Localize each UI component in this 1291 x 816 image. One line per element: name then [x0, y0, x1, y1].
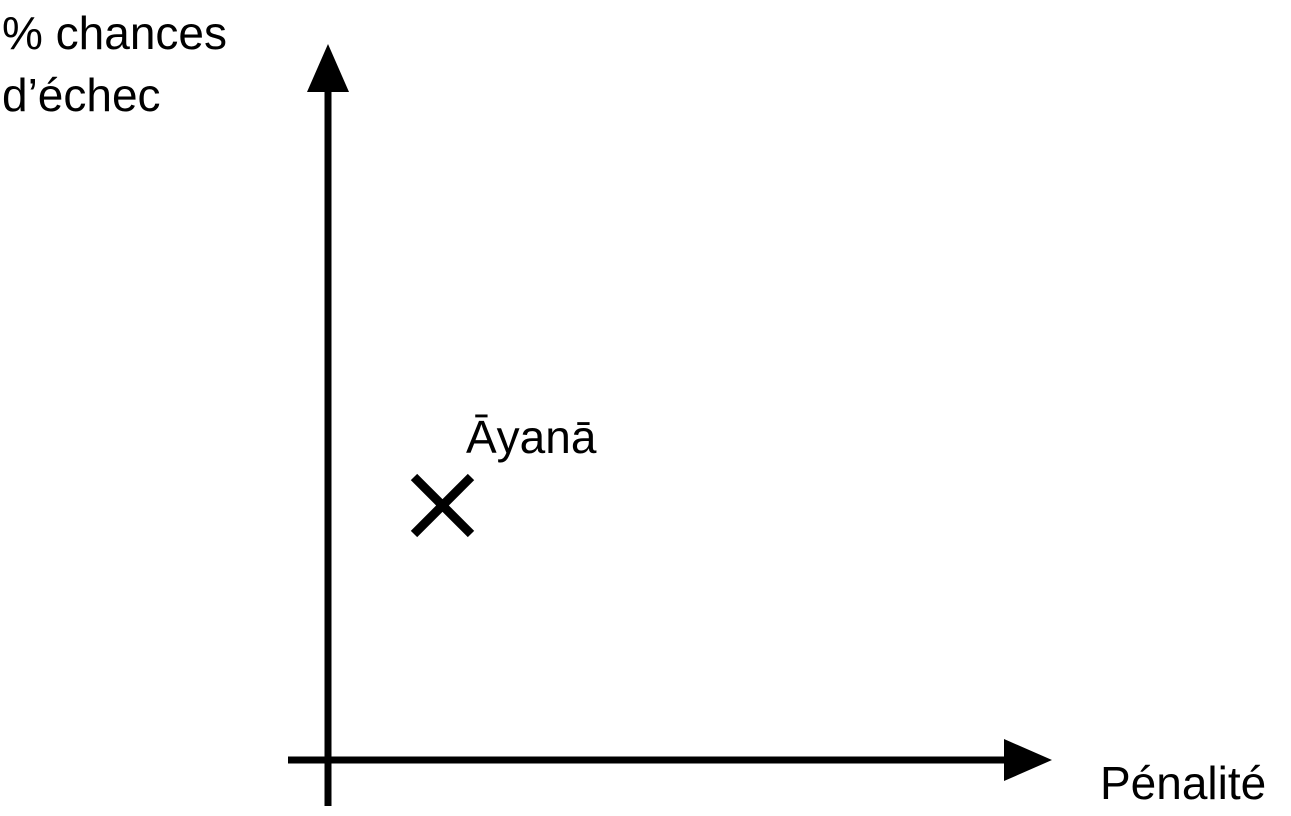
y-axis-arrowhead-icon [307, 44, 349, 92]
x-axis-label: Pénalité [1100, 757, 1267, 809]
cross-marker-icon [410, 473, 475, 538]
y-axis-label-line1: % chances [2, 7, 228, 59]
x-axis-arrowhead-icon [1004, 739, 1052, 781]
y-axis-label-line2: d’échec [2, 69, 161, 121]
y-axis-label: % chances d’échec [2, 2, 227, 126]
point-label: Āyanā [466, 411, 597, 463]
